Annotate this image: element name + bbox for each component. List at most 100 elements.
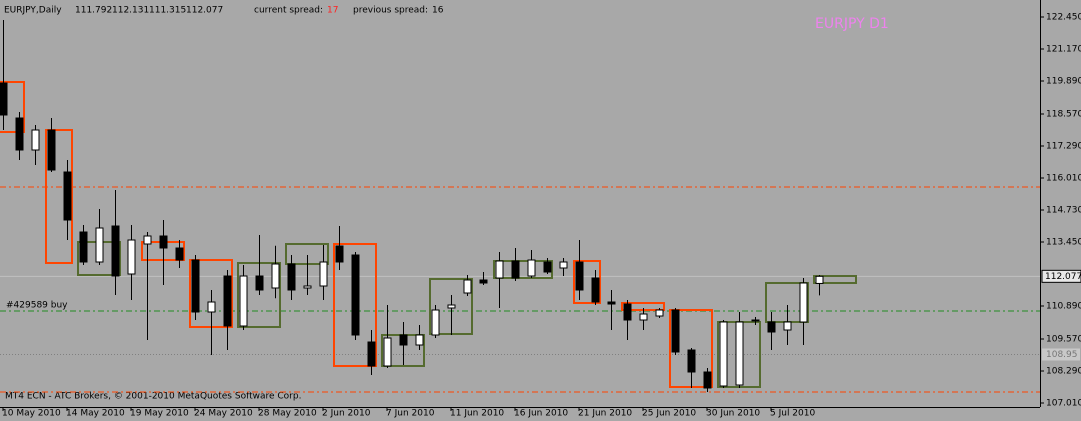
candle-body <box>239 275 248 327</box>
range-box <box>0 81 25 133</box>
candle-body <box>767 321 776 333</box>
range-box <box>333 243 377 367</box>
candle-body <box>399 334 408 346</box>
x-tick-label: 2 Jun 2010 <box>322 409 371 419</box>
candle-body <box>431 309 440 336</box>
candle-body <box>191 259 200 313</box>
candle-body <box>47 129 56 171</box>
spread-value: 17 <box>327 6 338 16</box>
candle-body <box>415 334 424 346</box>
candle-body <box>15 117 24 151</box>
y-tick-label: 118.570 <box>1046 110 1081 120</box>
price-tag-bg <box>1042 348 1080 361</box>
x-tick-label: 5 Jul 2010 <box>770 409 815 419</box>
spread-label: previous spread: <box>353 6 428 16</box>
x-tick-label: 14 May 2010 <box>66 409 125 419</box>
x-tick-label: 19 May 2010 <box>130 409 189 419</box>
candle-body <box>31 129 40 151</box>
candle-body <box>255 275 264 291</box>
candle-body <box>495 260 504 279</box>
candle-body <box>783 321 792 331</box>
candle-body <box>639 313 648 321</box>
y-tick-label: 107.010 <box>1046 399 1081 409</box>
header-ohlc: 111.792 <box>75 6 112 16</box>
candle-body <box>527 259 536 277</box>
x-tick-label: 24 May 2010 <box>194 409 253 419</box>
y-tick-label: 110.890 <box>1046 302 1081 312</box>
x-tick-label: 28 May 2010 <box>258 409 317 419</box>
candle-body <box>351 254 360 336</box>
bid-tag-bg <box>1041 269 1081 283</box>
candle-body <box>95 227 104 263</box>
x-tick-label: 11 Jun 2010 <box>450 409 504 419</box>
candle-body <box>335 245 344 263</box>
candle-body <box>463 279 472 294</box>
range-box <box>45 129 73 264</box>
candle-body <box>319 261 328 287</box>
y-tick-label: 117.290 <box>1046 142 1081 152</box>
candle-body <box>815 275 824 284</box>
candle-body <box>799 282 808 323</box>
candle-body <box>175 247 184 261</box>
candle-body <box>655 309 664 317</box>
candle-body <box>447 304 456 309</box>
candle-body <box>367 341 376 367</box>
candle-body <box>0 82 8 116</box>
x-tick-label: 10 May 2010 <box>2 409 61 419</box>
y-tick-label: 114.730 <box>1046 206 1081 216</box>
candle-body <box>479 279 488 284</box>
y-tick-label: 109.570 <box>1046 335 1081 345</box>
candle-body <box>543 261 552 273</box>
x-tick-label: 30 Jun 2010 <box>706 409 760 419</box>
level-label: #429589 buy <box>6 301 68 311</box>
y-tick-label: 121.170 <box>1046 45 1081 55</box>
y-tick-label: 113.450 <box>1046 238 1081 248</box>
y-tick-label: 122.450 <box>1046 13 1081 23</box>
candle-body <box>735 321 744 386</box>
header-ohlc: 112.131 <box>112 6 149 16</box>
header-ohlc: 112.077 <box>186 6 223 16</box>
candle-body <box>751 319 760 322</box>
candle-body <box>703 371 712 389</box>
range-box <box>493 260 553 279</box>
candle-body <box>687 349 696 373</box>
candle-body <box>575 261 584 291</box>
x-tick-label: 25 Jun 2010 <box>642 409 696 419</box>
candle-body <box>111 225 120 277</box>
candle-body <box>623 303 632 321</box>
y-tick-label: 116.010 <box>1046 174 1081 184</box>
spread-label: current spread: <box>254 6 323 16</box>
candle-body <box>383 337 392 367</box>
candle-body <box>511 260 520 279</box>
candle-body <box>127 239 136 275</box>
candle-body <box>671 309 680 353</box>
chart-title: EURJPY,Daily <box>4 6 62 16</box>
candle-body <box>63 171 72 221</box>
x-tick-label: 21 Jun 2010 <box>578 409 632 419</box>
candle-body <box>591 277 600 303</box>
x-tick-label: 16 Jun 2010 <box>514 409 568 419</box>
candle-body <box>303 285 312 289</box>
y-tick-label: 119.890 <box>1046 77 1081 87</box>
candle-body <box>207 301 216 313</box>
candle-body <box>559 261 568 269</box>
y-tick-label: 108.290 <box>1046 367 1081 377</box>
range-box <box>573 260 601 304</box>
candle-body <box>143 235 152 245</box>
candle-body <box>159 235 168 249</box>
bid-tag: 112.077 <box>1045 272 1081 282</box>
candle-body <box>287 263 296 291</box>
candle-body <box>607 301 616 305</box>
candle-body <box>271 263 280 289</box>
candle-body <box>719 321 728 387</box>
watermark: EURJPY D1 <box>815 16 889 32</box>
footer: MT4 ECN - ATC Brokers, © 2001-2010 MetaQ… <box>5 392 301 402</box>
spread-value: 16 <box>432 6 444 16</box>
candle-body <box>223 275 232 327</box>
x-tick-label: 7 Jun 2010 <box>386 409 435 419</box>
price-tag: 108.95 <box>1046 350 1078 360</box>
candle-body <box>79 231 88 263</box>
range-box <box>813 275 857 284</box>
